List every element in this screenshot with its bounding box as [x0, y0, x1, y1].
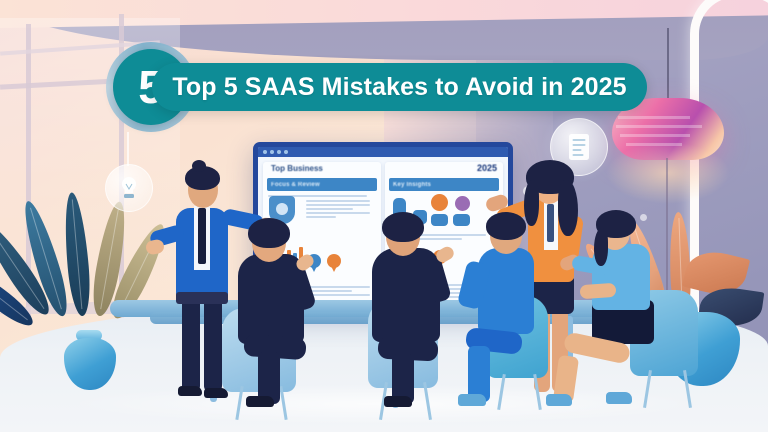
sparkle-icon-2 — [640, 214, 647, 221]
purple-chip-icon — [455, 196, 470, 211]
lightbulb-icon — [105, 164, 153, 212]
music-pin-icon — [327, 254, 341, 272]
screen-left-header-label: Focus & Review — [271, 181, 320, 188]
screen-dot — [263, 150, 267, 154]
text-line — [394, 238, 463, 240]
text-line — [306, 212, 370, 214]
box-chip-icon — [431, 214, 448, 226]
left-plant-vase — [64, 338, 116, 390]
screen-left-title: Top Business — [271, 164, 323, 173]
dollar-chip-icon — [431, 194, 448, 211]
lightbulb-stem — [127, 132, 129, 166]
box-chip-icon — [453, 214, 470, 226]
text-line — [304, 286, 370, 288]
pendant-lamp-glow — [606, 142, 730, 204]
text-line — [306, 216, 337, 218]
screen-titlebar — [258, 147, 508, 157]
page-title: Top 5 SAAS Mistakes to Avoid in 2025 — [172, 72, 627, 101]
pendant-lamp-cord — [667, 28, 669, 98]
pendant-lamp-cord-lower — [666, 158, 668, 308]
text-line — [304, 290, 353, 292]
text-line — [268, 195, 368, 197]
screen-left-header: Focus & Review — [267, 178, 377, 191]
screen-dot — [270, 150, 274, 154]
screen-year-label: 2025 — [476, 163, 497, 173]
screen-right-header-label: Key Insights — [393, 181, 432, 188]
title-banner: Top 5 SAAS Mistakes to Avoid in 2025 — [152, 63, 647, 111]
text-line — [306, 208, 354, 210]
text-line — [306, 200, 370, 202]
screen-dot — [277, 150, 281, 154]
text-line — [306, 204, 370, 206]
window-mullion-vertical-1 — [26, 24, 31, 324]
screen-dot — [284, 150, 288, 154]
text-line — [304, 294, 370, 296]
text-line — [394, 234, 487, 236]
screen-right-header: Key Insights — [389, 178, 499, 191]
